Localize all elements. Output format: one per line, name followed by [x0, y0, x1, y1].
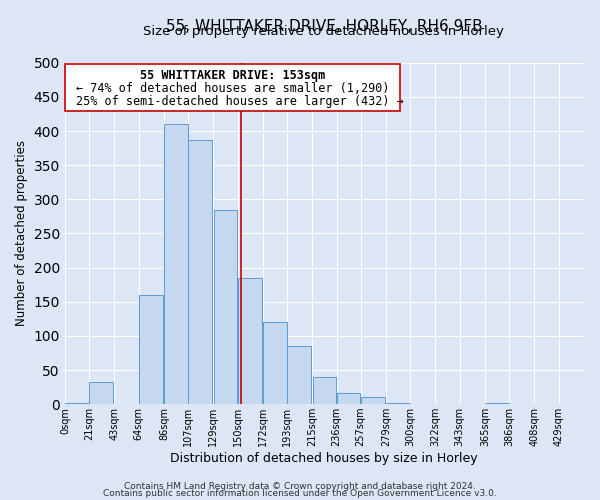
Title: Size of property relative to detached houses in Horley: Size of property relative to detached ho…	[143, 25, 504, 38]
Text: Contains HM Land Registry data © Crown copyright and database right 2024.: Contains HM Land Registry data © Crown c…	[124, 482, 476, 491]
Bar	[89, 382, 113, 404]
Bar	[164, 124, 188, 404]
Text: Contains public sector information licensed under the Open Government Licence v3: Contains public sector information licen…	[103, 489, 497, 498]
Text: 25% of semi-detached houses are larger (432) →: 25% of semi-detached houses are larger (…	[76, 95, 404, 108]
X-axis label: Distribution of detached houses by size in Horley: Distribution of detached houses by size …	[170, 452, 478, 465]
Bar	[139, 295, 163, 404]
Bar	[485, 403, 509, 404]
Text: 55, WHITTAKER DRIVE, HORLEY, RH6 9FB: 55, WHITTAKER DRIVE, HORLEY, RH6 9FB	[166, 18, 482, 34]
Bar	[361, 398, 385, 404]
Bar	[263, 322, 287, 404]
Y-axis label: Number of detached properties: Number of detached properties	[15, 140, 28, 326]
Bar	[287, 346, 311, 404]
FancyBboxPatch shape	[65, 64, 400, 110]
Text: 55 WHITTAKER DRIVE: 153sqm: 55 WHITTAKER DRIVE: 153sqm	[140, 69, 325, 82]
Bar	[65, 403, 89, 404]
Bar	[238, 278, 262, 404]
Bar	[337, 392, 361, 404]
Bar	[313, 377, 337, 404]
Bar	[214, 210, 238, 404]
Bar	[188, 140, 212, 404]
Text: ← 74% of detached houses are smaller (1,290): ← 74% of detached houses are smaller (1,…	[76, 82, 389, 95]
Bar	[386, 403, 410, 404]
